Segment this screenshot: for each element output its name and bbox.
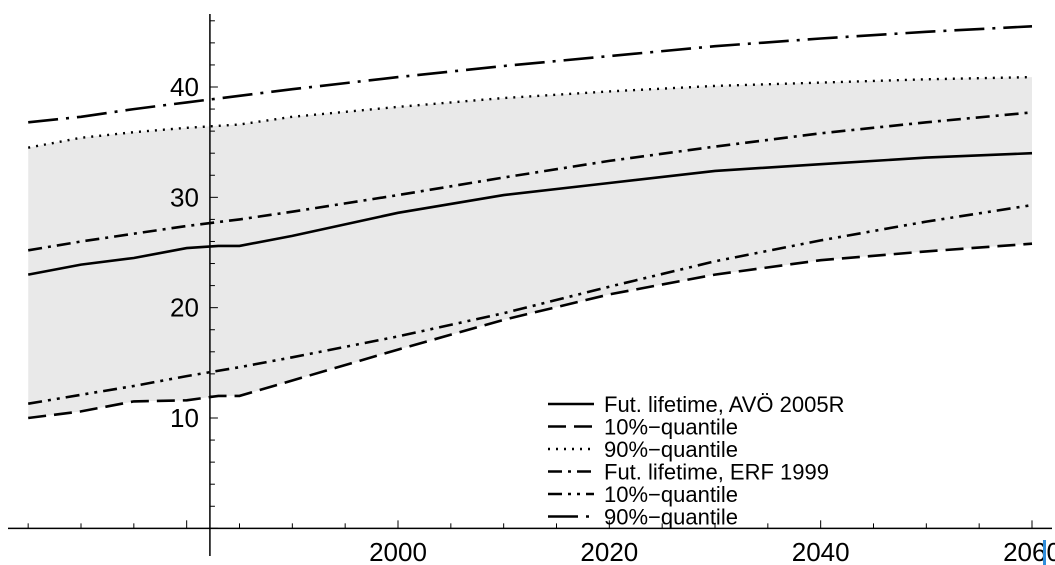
x-tick-label: 2040 <box>792 537 850 565</box>
series-line-1 <box>27 151 1033 276</box>
series-line-2 <box>28 242 1033 420</box>
legend-label-5: 10%−quantile <box>604 482 738 507</box>
legend-label-2: 10%−quantile <box>604 415 738 440</box>
y-tick-label: 30 <box>170 182 199 212</box>
legend-label-3: 90%−quantile <box>604 437 738 462</box>
x-tick-label: 2020 <box>580 537 638 565</box>
series-line-6 <box>28 25 1033 124</box>
x-tick-label: 2060 <box>1003 537 1055 565</box>
quantile-band <box>28 77 1032 418</box>
y-tick-label: 40 <box>170 72 199 102</box>
y-tick-label: 10 <box>170 403 199 433</box>
series-line-5 <box>27 203 1033 405</box>
legend-label-4: Fut. lifetime, ERF 1999 <box>604 460 829 485</box>
x-tick-label: 2000 <box>369 537 427 565</box>
legend-label-6: 90%−quantile <box>604 505 738 530</box>
y-tick-label: 20 <box>170 293 199 323</box>
legend-label-1: Fut. lifetime, AVÖ 2005R <box>604 392 844 417</box>
text-cursor-caret <box>1043 540 1046 565</box>
